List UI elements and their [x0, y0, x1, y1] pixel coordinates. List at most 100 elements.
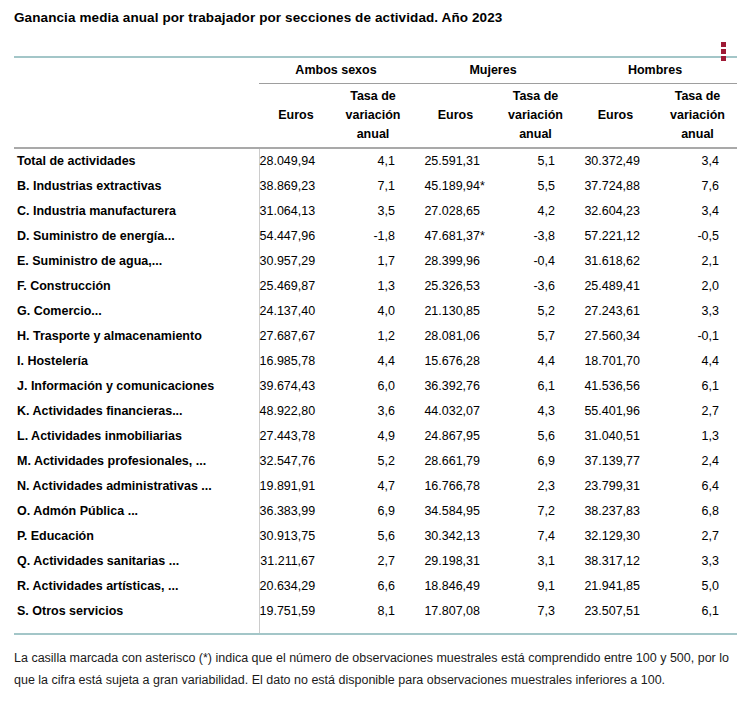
col-header-euros: Euros	[573, 84, 658, 149]
value-cell: 24.867,95	[413, 424, 498, 449]
value-cell: 31.064,13	[259, 199, 333, 224]
value-cell: 8,1	[333, 599, 413, 634]
value-cell: 25.326,53	[413, 274, 498, 299]
value-cell: -0,4	[498, 249, 573, 274]
col-header-euros: Euros	[259, 84, 333, 149]
table-row: P. Educación30.913,755,630.342,137,432.1…	[14, 524, 737, 549]
table-body: Total de actividades28.049,944,125.591,3…	[14, 148, 737, 634]
col-header-rate: Tasa de variación anual	[658, 84, 737, 149]
value-cell: 23.799,31	[573, 474, 658, 499]
value-cell: 45.189,94*	[413, 174, 498, 199]
col-header-euros: Euros	[413, 84, 498, 149]
row-label: N. Actividades administrativas ...	[14, 474, 259, 499]
value-cell: 4,4	[333, 349, 413, 374]
value-cell: 1,3	[658, 424, 737, 449]
value-cell: 6,6	[333, 574, 413, 599]
value-cell: -0,1	[658, 324, 737, 349]
value-cell: 9,1	[498, 574, 573, 599]
row-label: L. Actividades inmobiliarias	[14, 424, 259, 449]
value-cell: 19.751,59	[259, 599, 333, 634]
table-row: J. Información y comunicaciones39.674,43…	[14, 374, 737, 399]
value-cell: 4,4	[658, 349, 737, 374]
value-cell: 4,0	[333, 299, 413, 324]
value-cell: 7,3	[498, 599, 573, 634]
kebab-menu-icon[interactable]	[721, 42, 727, 63]
value-cell: 5,2	[498, 299, 573, 324]
value-cell: 31.211,67	[259, 549, 333, 574]
value-cell: 24.137,40	[259, 299, 333, 324]
value-cell: 30.372,49	[573, 148, 658, 174]
value-cell: 2,4	[658, 449, 737, 474]
value-cell: 18.846,49	[413, 574, 498, 599]
value-cell: 17.807,08	[413, 599, 498, 634]
value-cell: 19.891,91	[259, 474, 333, 499]
value-cell: 36.392,76	[413, 374, 498, 399]
kebab-dot	[721, 49, 726, 54]
value-cell: 6,1	[658, 374, 737, 399]
value-cell: 5,5	[498, 174, 573, 199]
value-cell: 28.661,79	[413, 449, 498, 474]
value-cell: 38.317,12	[573, 549, 658, 574]
row-label: S. Otros servicios	[14, 599, 259, 634]
value-cell: 2,7	[658, 399, 737, 424]
value-cell: -1,8	[333, 224, 413, 249]
table-row: I. Hostelería16.985,784,415.676,284,418.…	[14, 349, 737, 374]
value-cell: 47.681,37*	[413, 224, 498, 249]
row-label: R. Actividades artísticas, ...	[14, 574, 259, 599]
row-label: B. Industrias extractivas	[14, 174, 259, 199]
value-cell: 3,3	[658, 549, 737, 574]
table-row: Total de actividades28.049,944,125.591,3…	[14, 148, 737, 174]
table-row: Q. Actividades sanitarias ...31.211,672,…	[14, 549, 737, 574]
value-cell: 25.489,41	[573, 274, 658, 299]
value-cell: 3,3	[658, 299, 737, 324]
table-row: M. Actividades profesionales, ...32.547,…	[14, 449, 737, 474]
value-cell: 25.469,87	[259, 274, 333, 299]
table-row: F. Construcción25.469,871,325.326,53-3,6…	[14, 274, 737, 299]
value-cell: 20.634,29	[259, 574, 333, 599]
value-cell: 5,6	[333, 524, 413, 549]
value-cell: 7,2	[498, 499, 573, 524]
value-cell: 7,6	[658, 174, 737, 199]
value-cell: 5,0	[658, 574, 737, 599]
value-cell: 29.198,31	[413, 549, 498, 574]
value-cell: 28.399,96	[413, 249, 498, 274]
table-row: N. Actividades administrativas ...19.891…	[14, 474, 737, 499]
value-cell: 38.237,83	[573, 499, 658, 524]
value-cell: 41.536,56	[573, 374, 658, 399]
value-cell: 4,2	[498, 199, 573, 224]
value-cell: 28.049,94	[259, 148, 333, 174]
value-cell: 3,4	[658, 199, 737, 224]
value-cell: 16.985,78	[259, 349, 333, 374]
value-cell: 4,7	[333, 474, 413, 499]
value-cell: 38.869,23	[259, 174, 333, 199]
earnings-table: Ambos sexos Mujeres Hombres Euros Tasa d…	[14, 56, 737, 635]
value-cell: 34.584,95	[413, 499, 498, 524]
value-cell: 18.701,70	[573, 349, 658, 374]
value-cell: 6,8	[658, 499, 737, 524]
value-cell: 36.383,99	[259, 499, 333, 524]
table-row: E. Suministro de agua,...30.957,291,728.…	[14, 249, 737, 274]
value-cell: 7,1	[333, 174, 413, 199]
row-label: E. Suministro de agua,...	[14, 249, 259, 274]
value-cell: 4,9	[333, 424, 413, 449]
value-cell: 5,7	[498, 324, 573, 349]
value-cell: 30.913,75	[259, 524, 333, 549]
row-label: O. Admón Pública ...	[14, 499, 259, 524]
value-cell: 1,2	[333, 324, 413, 349]
row-label: G. Comercio...	[14, 299, 259, 324]
table-row: D. Suministro de energía...54.447,96-1,8…	[14, 224, 737, 249]
value-cell: 37.724,88	[573, 174, 658, 199]
footnote: La casilla marcada con asterisco (*) ind…	[14, 647, 737, 691]
value-cell: 27.028,65	[413, 199, 498, 224]
row-label: Total de actividades	[14, 148, 259, 174]
value-cell: 6,9	[498, 449, 573, 474]
value-cell: 3,4	[658, 148, 737, 174]
value-cell: -3,6	[498, 274, 573, 299]
row-label: J. Información y comunicaciones	[14, 374, 259, 399]
row-label: K. Actividades financieras...	[14, 399, 259, 424]
value-cell: 2,7	[658, 524, 737, 549]
value-cell: 4,1	[333, 148, 413, 174]
value-cell: 16.766,78	[413, 474, 498, 499]
row-label: F. Construcción	[14, 274, 259, 299]
kebab-dot	[721, 42, 726, 47]
